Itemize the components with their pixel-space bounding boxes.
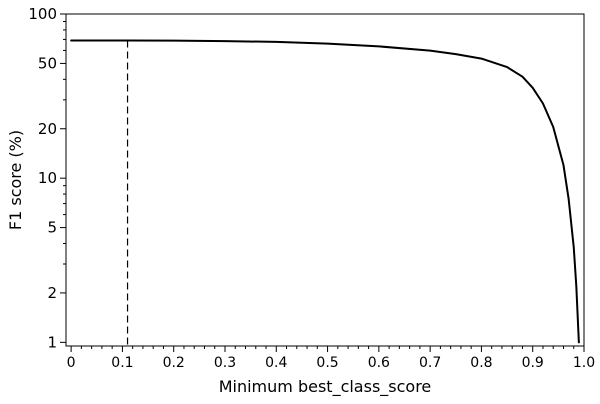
x-tick-label: 0.5 — [316, 355, 338, 371]
x-tick-label: 0.2 — [163, 355, 185, 371]
y-tick-label: 20 — [38, 120, 57, 138]
x-tick-label: 0.8 — [470, 355, 492, 371]
x-tick-label: 0.4 — [265, 355, 287, 371]
x-axis-label: Minimum best_class_score — [219, 377, 432, 397]
y-tick-label: 1 — [47, 333, 57, 351]
plot-frame — [65, 13, 585, 347]
axes-layer: 0 0.1 0.2 0.3 0.4 0.5 0.6 0.7 0.8 0.9 1.0 1 2 5 10 20 50… — [28, 5, 595, 371]
x-tick-label: 0.3 — [214, 355, 236, 371]
x-tick-label: 0.7 — [419, 355, 441, 371]
y-axis-label: F1 score (%) — [6, 130, 25, 230]
y-tick-label: 5 — [47, 219, 57, 237]
plot-data-layer — [70, 39, 580, 346]
x-tick-label: 1.0 — [573, 355, 595, 371]
y-tick-label: 2 — [47, 284, 57, 302]
x-tick-label: 0 — [67, 355, 76, 371]
y-tick-label: 10 — [38, 169, 57, 187]
y-tick-label: 100 — [28, 5, 57, 23]
f1-score-series-line — [70, 39, 580, 344]
x-tick-label: 0.9 — [522, 355, 544, 371]
x-tick-label: 0.1 — [111, 355, 133, 371]
x-tick-label: 0.6 — [368, 355, 390, 371]
y-tick-label: 50 — [38, 54, 57, 72]
